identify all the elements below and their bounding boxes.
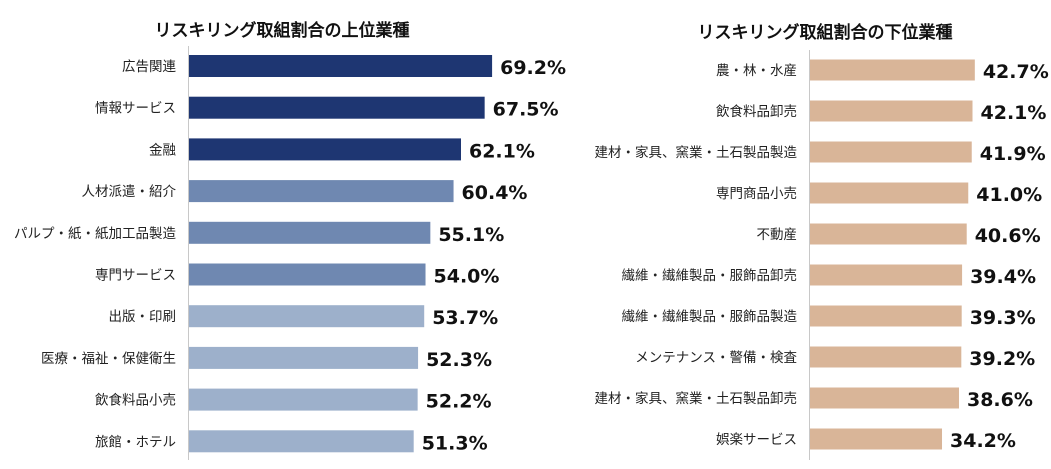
left-bar-0	[189, 55, 493, 77]
left-category-label: 出版・印刷	[109, 309, 177, 325]
right-chart-title: リスキリング取組割合の下位業種	[698, 22, 953, 43]
right-bar-5	[810, 264, 963, 286]
left-category-label: 人材派遣・紹介	[82, 184, 177, 200]
left-bar-5	[189, 263, 426, 286]
left-value-label: 51.3%	[422, 432, 488, 454]
right-value-label: 39.2%	[969, 348, 1035, 370]
right-category-label: 農・林・水産	[716, 63, 797, 79]
right-bar-9	[810, 428, 943, 450]
right-category-label: 建材・家具、窯業・土石製品卸売	[595, 390, 798, 407]
right-category-label: 飲食料品卸売	[716, 103, 797, 120]
right-value-label: 41.9%	[980, 143, 1046, 165]
left-value-label: 67.5%	[493, 99, 559, 121]
left-bar-7	[189, 346, 419, 369]
left-bar-2	[189, 138, 461, 161]
right-category-label: 繊維・繊維製品・服飾品製造	[622, 309, 798, 325]
right-bar-6	[810, 305, 962, 327]
left-category-label: 金融	[149, 142, 176, 158]
right-value-label: 42.7%	[983, 61, 1049, 83]
left-bar-6	[189, 305, 425, 328]
right-category-label: 繊維・繊維製品・服飾品卸売	[622, 268, 798, 284]
right-bar-7	[810, 346, 962, 368]
right-category-label: 不動産	[757, 227, 798, 243]
left-bars: 広告関連 69.2% 情報サービス 67.5% 金融 62.1% 人材派遣・紹介 60.4% パ…	[14, 55, 566, 454]
right-bar-2	[810, 141, 972, 163]
left-chart-title: リスキリング取組割合の上位業種	[155, 20, 410, 41]
right-bar-0	[810, 59, 975, 81]
right-value-label: 42.1%	[981, 102, 1047, 124]
left-category-label: 旅館・ホテル	[95, 434, 176, 450]
right-bars: 農・林・水産 42.7% 飲食料品卸売 42.1% 建材・家具、窯業・土石製品製造 41.…	[595, 59, 1049, 452]
left-bar-1	[189, 96, 485, 119]
left-bar-4	[189, 221, 431, 244]
right-value-label: 40.6%	[975, 225, 1041, 247]
right-bar-4	[810, 223, 967, 245]
left-value-label: 60.4%	[462, 182, 528, 204]
left-value-label: 69.2%	[500, 57, 566, 79]
left-value-label: 52.3%	[426, 349, 492, 371]
left-category-label: 専門サービス	[95, 268, 176, 284]
left-bar-3	[189, 180, 454, 203]
left-value-label: 54.0%	[434, 266, 500, 288]
left-value-label: 62.1%	[469, 140, 535, 162]
left-value-label: 53.7%	[432, 307, 498, 329]
right-value-label: 34.2%	[950, 430, 1016, 452]
right-bar-3	[810, 182, 969, 204]
left-value-label: 55.1%	[438, 224, 504, 246]
right-category-label: メンテナンス・警備・検査	[635, 350, 797, 366]
right-category-label: 建材・家具、窯業・土石製品製造	[595, 144, 798, 161]
left-bar-8	[189, 388, 418, 411]
left-bar-9	[189, 430, 414, 453]
left-category-label: 広告関連	[122, 59, 176, 75]
right-bar-8	[810, 387, 959, 409]
right-value-label: 39.4%	[970, 266, 1036, 288]
right-category-label: 専門商品小売	[716, 186, 797, 202]
left-category-label: パルプ・紙・紙加工品製造	[14, 226, 176, 242]
right-value-label: 38.6%	[967, 389, 1033, 411]
left-category-label: 医療・福祉・保健衛生	[41, 350, 176, 367]
right-value-label: 39.3%	[970, 307, 1036, 329]
left-category-label: 情報サービス	[95, 101, 176, 117]
left-category-label: 飲食料品小売	[95, 392, 176, 409]
right-bar-1	[810, 100, 973, 122]
left-value-label: 52.2%	[426, 391, 492, 413]
right-category-label: 娯楽サービス	[716, 432, 797, 448]
right-value-label: 41.0%	[976, 184, 1042, 206]
